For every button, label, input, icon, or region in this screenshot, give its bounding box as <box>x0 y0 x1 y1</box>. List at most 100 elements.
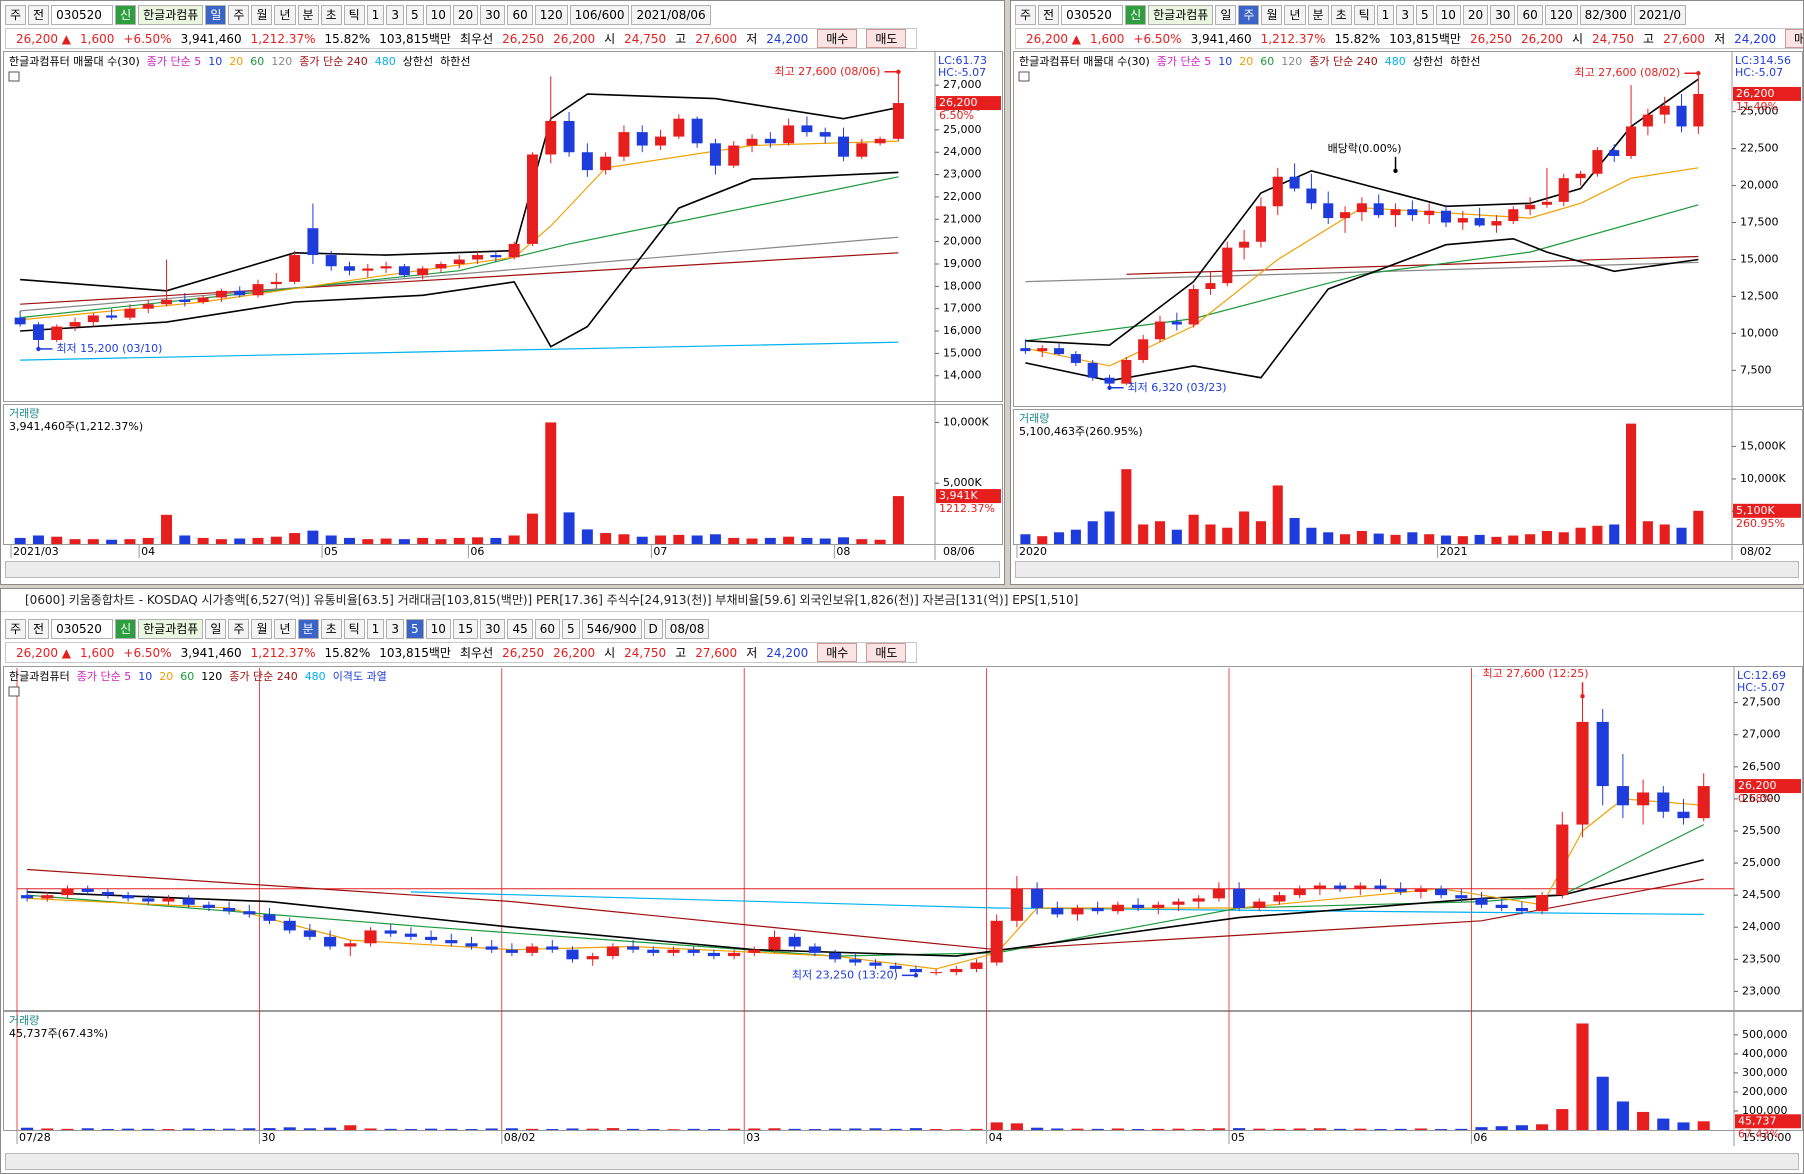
order-button[interactable]: 매도 <box>866 643 907 662</box>
candle-body <box>41 895 54 899</box>
scrollbar[interactable] <box>5 1153 1799 1170</box>
candle-body <box>856 143 868 157</box>
quote-value: 1,212.37% <box>1260 31 1326 46</box>
toolbar-button[interactable]: 전 <box>1038 5 1060 25</box>
toolbar-button[interactable]: 3 <box>386 619 404 639</box>
toolbar-button[interactable]: 2021/0 <box>1633 5 1687 25</box>
legend-entry: 하한선 <box>440 54 470 68</box>
toolbar-button[interactable]: 전 <box>28 619 50 639</box>
toolbar-button[interactable]: 120 <box>534 5 568 25</box>
toolbar-button[interactable]: 106/600 <box>569 5 630 25</box>
toolbar-button[interactable]: 10 <box>1435 5 1461 25</box>
toolbar-button[interactable]: 030520 <box>51 619 114 639</box>
toolbar-button[interactable]: 120 <box>1544 5 1578 25</box>
toolbar: 주 전 030520 신 한글과컴퓨 일 주 월 년 분 초 틱 1 3 5 10 20 30 60 120 82/30… <box>1015 5 1687 25</box>
order-button[interactable]: 매도 <box>866 29 907 48</box>
legend-entry: 상한선 <box>1413 55 1443 68</box>
volume-bar <box>215 539 227 544</box>
quote-value: 시 <box>1571 32 1584 46</box>
toolbar-button[interactable]: 전 <box>28 5 50 25</box>
toolbar-button[interactable]: 1 <box>1376 5 1395 25</box>
toolbar-button[interactable]: 월 <box>251 5 273 25</box>
toolbar-button[interactable]: 틱 <box>343 619 365 639</box>
volume-bar <box>1031 1127 1044 1130</box>
toolbar-button[interactable]: 년 <box>274 619 296 639</box>
toolbar-button[interactable]: 한글과컴퓨 <box>1148 5 1214 25</box>
toolbar-button[interactable]: 주 <box>228 5 250 25</box>
toolbar-button[interactable]: 5 <box>562 619 580 639</box>
toolbar-button[interactable]: 년 <box>274 5 296 25</box>
toolbar-button[interactable]: 030520 <box>1061 5 1124 25</box>
toolbar-button[interactable]: 일 <box>205 619 227 639</box>
toolbar-button[interactable]: 초 <box>1330 5 1352 25</box>
order-button[interactable]: 매수 <box>817 643 858 662</box>
quote-value: 27,600 <box>695 645 738 660</box>
toolbar-button[interactable]: 분 <box>297 619 319 639</box>
volume-bar <box>655 535 667 544</box>
volume-bar <box>545 422 557 544</box>
toolbar-button[interactable]: 20 <box>1462 5 1489 25</box>
toolbar-button[interactable]: 주 <box>1015 5 1037 25</box>
toolbar-button[interactable]: 주 <box>228 619 250 639</box>
candle-body <box>1323 203 1334 219</box>
toolbar-button[interactable]: 20 <box>452 5 479 25</box>
toolbar-button[interactable]: 주 <box>5 619 27 639</box>
toolbar-button[interactable]: 5 <box>405 619 424 639</box>
toolbar-button[interactable]: 월 <box>1261 5 1283 25</box>
toolbar-button[interactable]: 1 <box>366 5 385 25</box>
toolbar-button[interactable]: 82/300 <box>1579 5 1632 25</box>
toolbar-button[interactable]: 일 <box>205 5 227 25</box>
toolbar-button[interactable]: 3 <box>386 5 404 25</box>
toolbar-button[interactable]: 2021/08/06 <box>631 5 711 25</box>
scrollbar[interactable] <box>5 561 1000 578</box>
volume-tick-label: 10,000K <box>1740 472 1786 485</box>
candle-body <box>1138 339 1149 360</box>
scrollbar[interactable] <box>1015 561 1799 578</box>
toolbar-button[interactable]: 10 <box>425 619 451 639</box>
toolbar-button[interactable]: 30 <box>1490 5 1516 25</box>
toolbar-button[interactable]: 한글과컴퓨 <box>138 5 204 25</box>
toolbar-button[interactable]: 한글과컴퓨 <box>138 619 204 639</box>
toolbar-button[interactable]: 10 <box>425 5 451 25</box>
toolbar-button[interactable]: 주 <box>5 5 27 25</box>
toolbar-button[interactable]: 월 <box>251 619 273 639</box>
quote-value: 103,815백만 <box>379 646 451 660</box>
order-button[interactable]: 매수 <box>1785 29 1803 48</box>
toolbar-button[interactable]: 분 <box>297 5 319 25</box>
toolbar-button[interactable]: 5 <box>405 5 424 25</box>
volume-bar <box>1306 527 1317 544</box>
toolbar-button[interactable]: 신 <box>1125 5 1147 25</box>
toolbar-button[interactable]: 주 <box>1238 5 1260 25</box>
toolbar-button[interactable]: 틱 <box>343 5 365 25</box>
price-box <box>1733 86 1801 101</box>
toolbar-button[interactable]: 15 <box>452 619 479 639</box>
candle-body <box>1475 898 1488 905</box>
toolbar-button[interactable]: 5 <box>1415 5 1434 25</box>
toolbar-button[interactable]: 초 <box>320 5 342 25</box>
volume-bar <box>202 1128 215 1130</box>
toolbar-button[interactable]: D <box>643 619 663 639</box>
candle-body <box>829 952 842 960</box>
toolbar-button[interactable]: 초 <box>320 619 342 639</box>
toolbar-button[interactable]: 신 <box>115 619 137 639</box>
toolbar-button[interactable]: 신 <box>115 5 137 25</box>
toolbar-button[interactable]: 60 <box>534 619 560 639</box>
toolbar-button[interactable]: 분 <box>1307 5 1329 25</box>
toolbar-button[interactable]: 30 <box>480 619 506 639</box>
toolbar-button[interactable]: 08/08 <box>664 619 710 639</box>
legend-entry: 이격도 과열 <box>333 670 387 683</box>
y-tick-label: 25,000 <box>1740 105 1779 118</box>
toolbar-button[interactable]: 60 <box>1517 5 1543 25</box>
toolbar-button[interactable]: 일 <box>1215 5 1237 25</box>
volume-bar <box>546 1129 559 1130</box>
order-button[interactable]: 매수 <box>817 29 858 48</box>
toolbar-button[interactable]: 45 <box>507 619 533 639</box>
toolbar-button[interactable]: 030520 <box>51 5 114 25</box>
toolbar-button[interactable]: 60 <box>507 5 533 25</box>
toolbar-button[interactable]: 년 <box>1284 5 1306 25</box>
toolbar-button[interactable]: 3 <box>1396 5 1414 25</box>
toolbar-button[interactable]: 1 <box>366 619 385 639</box>
toolbar-button[interactable]: 30 <box>480 5 506 25</box>
toolbar-button[interactable]: 546/900 <box>581 619 642 639</box>
toolbar-button[interactable]: 틱 <box>1353 5 1375 25</box>
